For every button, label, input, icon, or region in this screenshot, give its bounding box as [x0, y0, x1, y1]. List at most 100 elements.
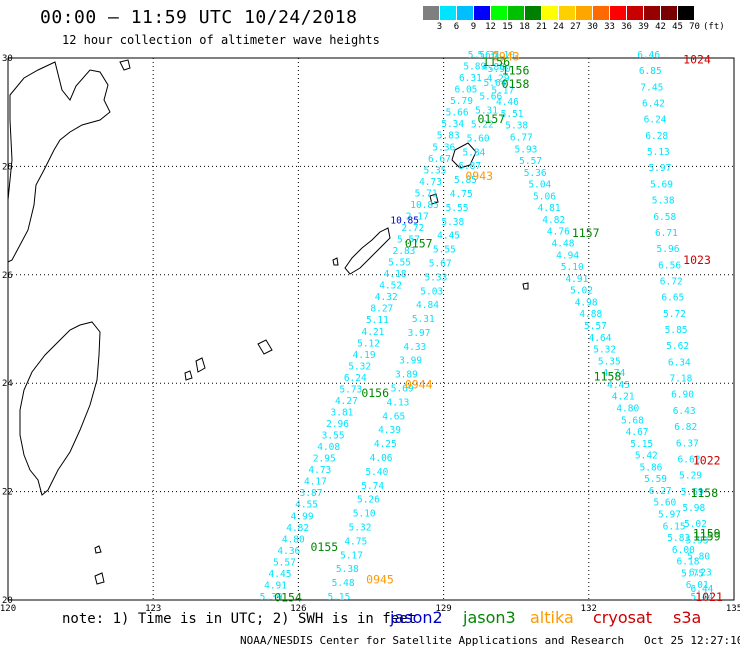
y-tick-label: 22 — [2, 488, 13, 498]
track-value-label: 3.87 — [300, 488, 323, 499]
track-time-label: 0943 — [465, 169, 493, 183]
track-value-label: 4.46 — [496, 97, 519, 108]
track-value-label: 5.38 — [505, 121, 528, 132]
lat-lon-grid — [7, 57, 735, 601]
track-value-label: 5.35 — [424, 165, 447, 176]
map-frame — [7, 57, 735, 601]
track-value-label: 6.37 — [676, 438, 699, 449]
track-value-label: 5.15 — [630, 439, 653, 450]
track-value-label: 4.99 — [291, 511, 314, 522]
track-time-label: 1156 — [482, 55, 510, 69]
y-tick-label: 30 — [2, 54, 13, 64]
track-value-label: 7.45 — [640, 82, 663, 93]
track-value-label: 2.96 — [326, 419, 349, 430]
track-time-label: 1024 — [683, 52, 711, 66]
track-value-label: 5.75 — [681, 568, 704, 579]
track-value-label: 5.85 — [665, 325, 688, 336]
track-value-label: 5.17 — [340, 550, 363, 561]
track-value-label: 5.32 — [593, 345, 616, 356]
track-value-label: 5.31 — [412, 314, 435, 325]
track-value-label: 3.89 — [395, 370, 418, 381]
track-value-label: 4.94 — [556, 250, 579, 261]
track-value-label: 6.82 — [674, 422, 697, 433]
x-tick-label: 123 — [145, 604, 161, 614]
track-time-label: 0943 — [492, 50, 520, 64]
color-scale-swatch — [525, 6, 542, 20]
track-time-label: 0157 — [477, 112, 505, 126]
track-value-label: 6.67 — [428, 154, 451, 165]
color-scale-swatch — [644, 6, 661, 20]
color-scale-label: 39 — [638, 22, 649, 32]
color-scale-labels: 3 6 9 12 15 18 21 24 27 30 33 36 39 42 45 70 (ft) — [423, 22, 733, 34]
track-time-label: 1158 — [594, 369, 622, 383]
track-value-label: 5.03 — [420, 286, 443, 297]
track-value-label: 5.51 — [501, 109, 524, 120]
track-value-label: 4.84 — [416, 300, 439, 311]
track-value-label: 5.83 — [667, 533, 690, 544]
color-scale-label: 9 — [470, 22, 477, 32]
track-value-label: 4.45 — [437, 231, 460, 242]
track-value-label: 5.35 — [598, 356, 621, 367]
track-value-label: 3.55 — [322, 431, 345, 442]
track-value-label: 5.97 — [658, 510, 681, 521]
coastline-outline — [94, 545, 102, 554]
track-value-label: 5.66 — [479, 92, 502, 103]
track-value-label: 5.55 — [433, 245, 456, 256]
track-value-label: 4.06 — [370, 453, 393, 464]
track-value-label: 6.43 — [673, 406, 696, 417]
color-scale-swatch — [423, 6, 440, 20]
track-value-label: 6.28 — [645, 131, 668, 142]
track-value-label: 8.27 — [370, 304, 393, 315]
track-time-labels: 0943115611560158015709430157115710241023… — [274, 50, 723, 605]
track-value-label: 4.21 — [362, 327, 385, 338]
track-value-label: 4.17 — [304, 477, 327, 488]
track-value-label: 10.85 — [390, 215, 419, 226]
track-time-label: 1157 — [572, 226, 600, 240]
track-value-label: 5.97 — [648, 163, 671, 174]
track-value-label: 5.60 — [467, 133, 490, 144]
track-value-label: 6.31 — [459, 73, 482, 84]
track-value-label: 5.39 — [260, 592, 283, 603]
track-value-label: 4.88 — [579, 309, 602, 320]
track-value-label: 5.34 — [441, 119, 464, 130]
track-value-label: 4.52 — [379, 281, 402, 292]
track-value-label: 5.57 — [519, 156, 542, 167]
coastline-outline — [257, 339, 273, 355]
track-value-label: 4.45 — [607, 380, 630, 391]
track-value-label: 4.81 — [538, 203, 561, 214]
track-value-label: 5.74 — [361, 481, 384, 492]
track-value-label: 6.27 — [649, 486, 672, 497]
track-time-label: 0158 — [502, 77, 530, 91]
track-value-label: 3.97 — [408, 328, 431, 339]
x-tick-label: 126 — [290, 604, 306, 614]
track-value-label: 5.67 — [429, 258, 452, 269]
track-value-label: 5.71 — [415, 188, 438, 199]
track-value-label: 6.85 — [639, 66, 662, 77]
track-value-label: 5.29 — [679, 471, 702, 482]
y-tick-label: 26 — [2, 271, 13, 281]
coastline-outline — [184, 370, 193, 381]
track-value-label: 6.72 — [660, 276, 683, 287]
x-tick-label: 132 — [581, 604, 597, 614]
track-time-label: 1156 — [502, 63, 530, 77]
coastline-outline — [19, 321, 101, 496]
track-value-label: 4.75 — [450, 189, 473, 200]
track-value-label: 5.60 — [653, 498, 676, 509]
color-scale-label: 70 — [689, 22, 700, 32]
legend-item-s3a: s3a — [673, 608, 702, 627]
page-title: 00:00 — 11:59 UTC 10/24/2018 — [40, 7, 358, 28]
track-value-label: 6.62 — [678, 454, 701, 465]
track-value-label: 4.76 — [547, 227, 570, 238]
track-value-label: 5.55 — [446, 203, 469, 214]
track-value-label: 5.10 — [561, 262, 584, 273]
track-value-label: 4.73 — [308, 465, 331, 476]
track-value-label: 5.69 — [391, 384, 414, 395]
track-time-label: 1158 — [690, 486, 718, 500]
track-value-label: 5.04 — [528, 180, 551, 191]
color-scale-swatch — [542, 6, 559, 20]
track-value-label: 4.33 — [403, 342, 426, 353]
color-scale-label: 45 — [672, 22, 683, 32]
track-value-label: 4.39 — [378, 425, 401, 436]
color-scale-label: 33 — [604, 22, 615, 32]
track-time-label: 1023 — [683, 253, 711, 267]
